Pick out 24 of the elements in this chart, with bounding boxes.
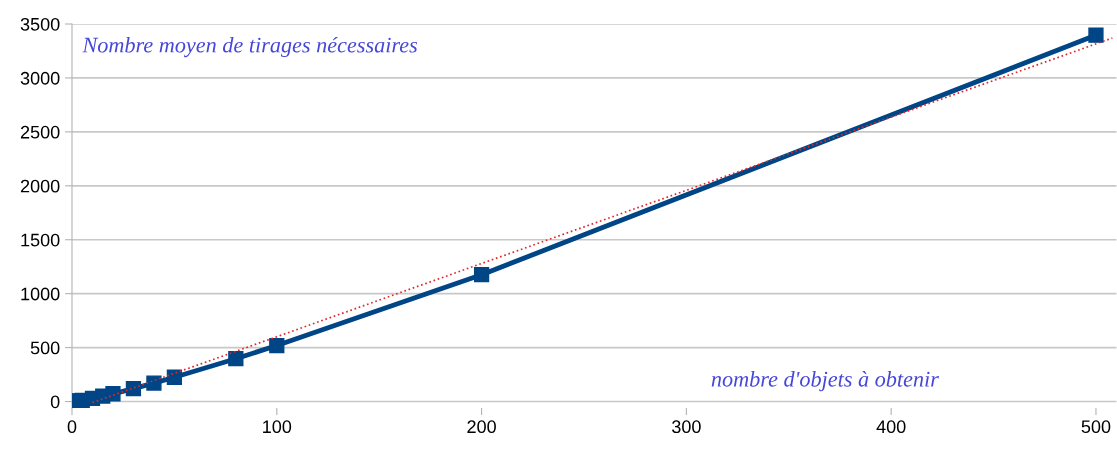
point (166, 369, 183, 385)
x-tick-label: 300 (672, 420, 701, 434)
point (473, 267, 490, 283)
point (105, 386, 121, 402)
y-tick-label: 3500 (20, 17, 60, 31)
point (269, 337, 285, 354)
x-tick-label: 0 (67, 420, 77, 434)
point (228, 351, 244, 367)
point (125, 380, 142, 397)
point (146, 375, 162, 391)
x-tick-label: 400 (876, 420, 906, 434)
x-tick-label: 100 (263, 420, 292, 434)
y-tick-label: 1000 (21, 287, 60, 301)
x-tick-label: 200 (467, 420, 496, 434)
y-tick-label: 2000 (20, 179, 60, 193)
y-tick-label: 3000 (20, 71, 60, 85)
y-axis-title: Nombre moyen de tirages nécessaires (82, 36, 418, 58)
x-tick-label: 500 (1081, 420, 1111, 434)
y-tick-label: 0 (50, 395, 60, 409)
point (1088, 27, 1104, 43)
y-tick-label: 1500 (21, 233, 60, 247)
x-axis-title: nombre d'objets à obtenir (711, 371, 939, 392)
y-tick-label: 500 (30, 341, 60, 355)
y-tick-label: 2500 (20, 125, 60, 139)
